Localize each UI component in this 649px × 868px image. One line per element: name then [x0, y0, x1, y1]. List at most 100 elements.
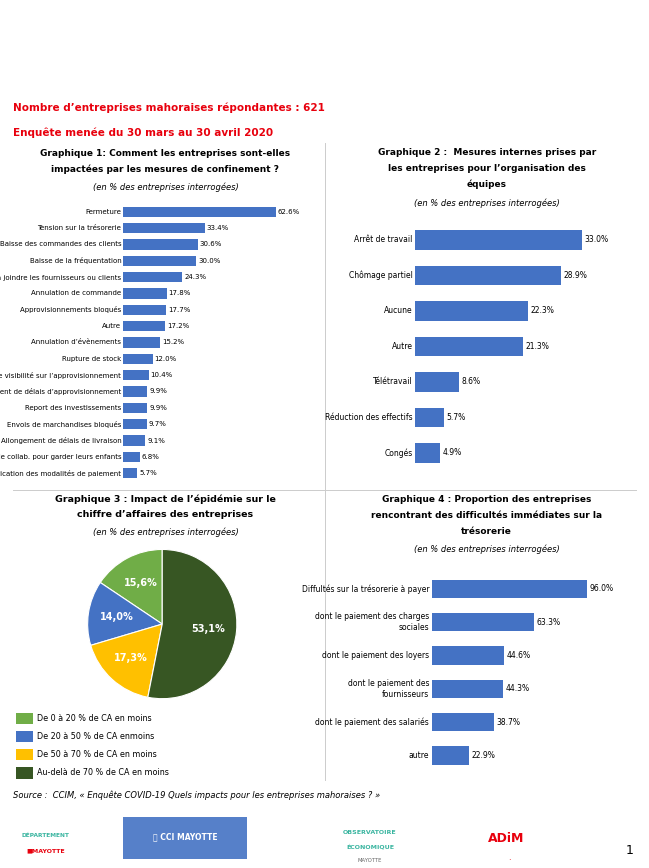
Bar — [123, 207, 276, 217]
Text: Rupture de stock: Rupture de stock — [62, 356, 121, 362]
Text: 30.6%: 30.6% — [200, 241, 222, 247]
Text: Aucune: Aucune — [384, 306, 413, 315]
Bar — [16, 767, 33, 779]
Text: Annulation d’évènements: Annulation d’évènements — [31, 339, 121, 345]
Text: 15.2%: 15.2% — [162, 339, 184, 345]
Bar — [123, 338, 160, 347]
Text: dont le paiement des
fournisseurs: dont le paiement des fournisseurs — [348, 679, 429, 699]
Text: Report des investissements: Report des investissements — [25, 404, 121, 411]
Bar — [415, 372, 459, 391]
Bar — [123, 436, 145, 445]
Text: 9.9%: 9.9% — [149, 404, 167, 411]
Text: 6.8%: 6.8% — [141, 454, 160, 460]
Text: 53,1%: 53,1% — [191, 623, 225, 634]
Bar — [123, 370, 149, 380]
Wedge shape — [101, 549, 162, 624]
Bar — [123, 305, 166, 315]
Text: Réduction des effectifs: Réduction des effectifs — [325, 413, 413, 422]
Text: ÉCONOMIQUE: ÉCONOMIQUE — [346, 845, 394, 850]
Text: Quels sont les impacts des mesures de confinement pour: Quels sont les impacts des mesures de co… — [79, 43, 570, 58]
Bar — [123, 419, 147, 430]
Text: Ⓜ CCI MAYOTTE: Ⓜ CCI MAYOTTE — [153, 832, 217, 841]
Bar — [415, 301, 528, 320]
Bar — [123, 451, 140, 462]
Bar — [432, 746, 469, 765]
Text: 17,3%: 17,3% — [114, 654, 148, 663]
Text: 9.7%: 9.7% — [149, 421, 167, 427]
Text: (en % des entreprises interrogées): (en % des entreprises interrogées) — [414, 198, 559, 207]
Text: 28.9%: 28.9% — [564, 271, 587, 279]
Text: Allongement de délais de livraison: Allongement de délais de livraison — [1, 437, 121, 444]
Text: Graphique 1: Comment les entreprises sont-elles: Graphique 1: Comment les entreprises son… — [40, 148, 291, 158]
Text: Envois de marchandises bloqués: Envois de marchandises bloqués — [7, 421, 121, 428]
Text: (en % des entreprises interrogées): (en % des entreprises interrogées) — [414, 545, 559, 555]
Bar — [16, 732, 33, 742]
Text: ADiM: ADiM — [488, 832, 524, 845]
Text: Tension sur la trésorerie: Tension sur la trésorerie — [38, 225, 121, 231]
Text: trésorerie: trésorerie — [461, 527, 512, 536]
Text: dont le paiement des salariés: dont le paiement des salariés — [315, 718, 429, 727]
Text: 17.7%: 17.7% — [168, 306, 191, 312]
Bar — [123, 386, 147, 397]
Text: De 20 à 50 % de CA enmoins: De 20 à 50 % de CA enmoins — [38, 733, 154, 741]
Text: 15,6%: 15,6% — [123, 578, 157, 589]
Text: 8.6%: 8.6% — [461, 378, 480, 386]
Text: 21.3%: 21.3% — [526, 342, 549, 351]
Text: 17.2%: 17.2% — [167, 323, 190, 329]
Wedge shape — [88, 582, 162, 645]
Bar — [432, 713, 495, 732]
Text: OBSERVATOIRE: OBSERVATOIRE — [343, 830, 397, 834]
Bar — [432, 613, 534, 631]
Text: les entreprises pour l’organisation des: les entreprises pour l’organisation des — [388, 164, 585, 173]
Text: Nombre d’entreprises mahoraises répondantes : 621: Nombre d’entreprises mahoraises répondan… — [13, 102, 325, 113]
Text: De 0 à 20 % de CA en moins: De 0 à 20 % de CA en moins — [38, 714, 152, 723]
Text: 96.0%: 96.0% — [590, 584, 614, 594]
Text: Allongement de délais d’approvisionnement: Allongement de délais d’approvisionnemen… — [0, 388, 121, 395]
Text: Au-delà de 70 % de CA en moins: Au-delà de 70 % de CA en moins — [38, 768, 169, 778]
Bar — [123, 256, 196, 266]
Text: Modification des modalités de paiement: Modification des modalités de paiement — [0, 470, 121, 477]
Text: Chômage partiel: Chômage partiel — [349, 271, 413, 280]
Text: 17.8%: 17.8% — [169, 291, 191, 297]
Text: impactées par les mesures de confinement ?: impactées par les mesures de confinement… — [51, 164, 280, 174]
Bar — [123, 403, 147, 413]
Text: Approvisionnements bloqués: Approvisionnements bloqués — [20, 306, 121, 313]
Bar — [415, 337, 523, 356]
Bar — [123, 272, 182, 282]
Text: 44.3%: 44.3% — [506, 684, 530, 694]
Bar — [432, 647, 504, 665]
Text: ■MAYOTTE: ■MAYOTTE — [26, 849, 65, 854]
Text: 24.3%: 24.3% — [184, 274, 206, 280]
Text: 4.9%: 4.9% — [443, 449, 462, 457]
Text: 10.4%: 10.4% — [151, 372, 173, 378]
Bar — [415, 444, 440, 463]
Text: (en % des entreprises interrogées): (en % des entreprises interrogées) — [93, 528, 238, 537]
Text: 9.1%: 9.1% — [147, 437, 165, 444]
Text: 62.6%: 62.6% — [278, 209, 300, 214]
Bar — [415, 230, 582, 250]
Text: (en % des entreprises interrogées): (en % des entreprises interrogées) — [93, 182, 238, 192]
Bar — [123, 240, 198, 249]
Text: Fermeture: Fermeture — [86, 209, 121, 214]
Text: Baisse de la fréquentation: Baisse de la fréquentation — [30, 257, 121, 265]
Wedge shape — [91, 624, 162, 697]
Text: autre: autre — [409, 751, 429, 760]
Text: Arrêt de travail: Arrêt de travail — [354, 235, 413, 244]
Text: Annulation de commande: Annulation de commande — [31, 291, 121, 297]
Text: les entreprises mahoraises ?: les entreprises mahoraises ? — [201, 73, 448, 88]
Text: dont le paiement des loyers: dont le paiement des loyers — [322, 651, 429, 660]
Text: Abs. de collab. pour garder leurs enfants: Abs. de collab. pour garder leurs enfant… — [0, 454, 121, 460]
Text: 30.0%: 30.0% — [199, 258, 221, 264]
Text: Aucune visibilité sur l’approvisionnement: Aucune visibilité sur l’approvisionnemen… — [0, 372, 121, 378]
Bar — [123, 321, 165, 332]
Text: 38.7%: 38.7% — [497, 718, 520, 727]
Bar — [123, 223, 204, 233]
Text: Difficulté à joindre les fournisseurs ou clients: Difficulté à joindre les fournisseurs ou… — [0, 273, 121, 280]
Bar — [123, 288, 167, 299]
Text: Diffultés sur la trésorerie à payer: Diffultés sur la trésorerie à payer — [302, 584, 429, 594]
Bar — [16, 749, 33, 760]
Bar — [415, 408, 444, 427]
Text: chiffre d’affaires des entreprises: chiffre d’affaires des entreprises — [77, 510, 254, 519]
Text: 9.9%: 9.9% — [149, 389, 167, 394]
Text: 1: 1 — [626, 844, 633, 857]
